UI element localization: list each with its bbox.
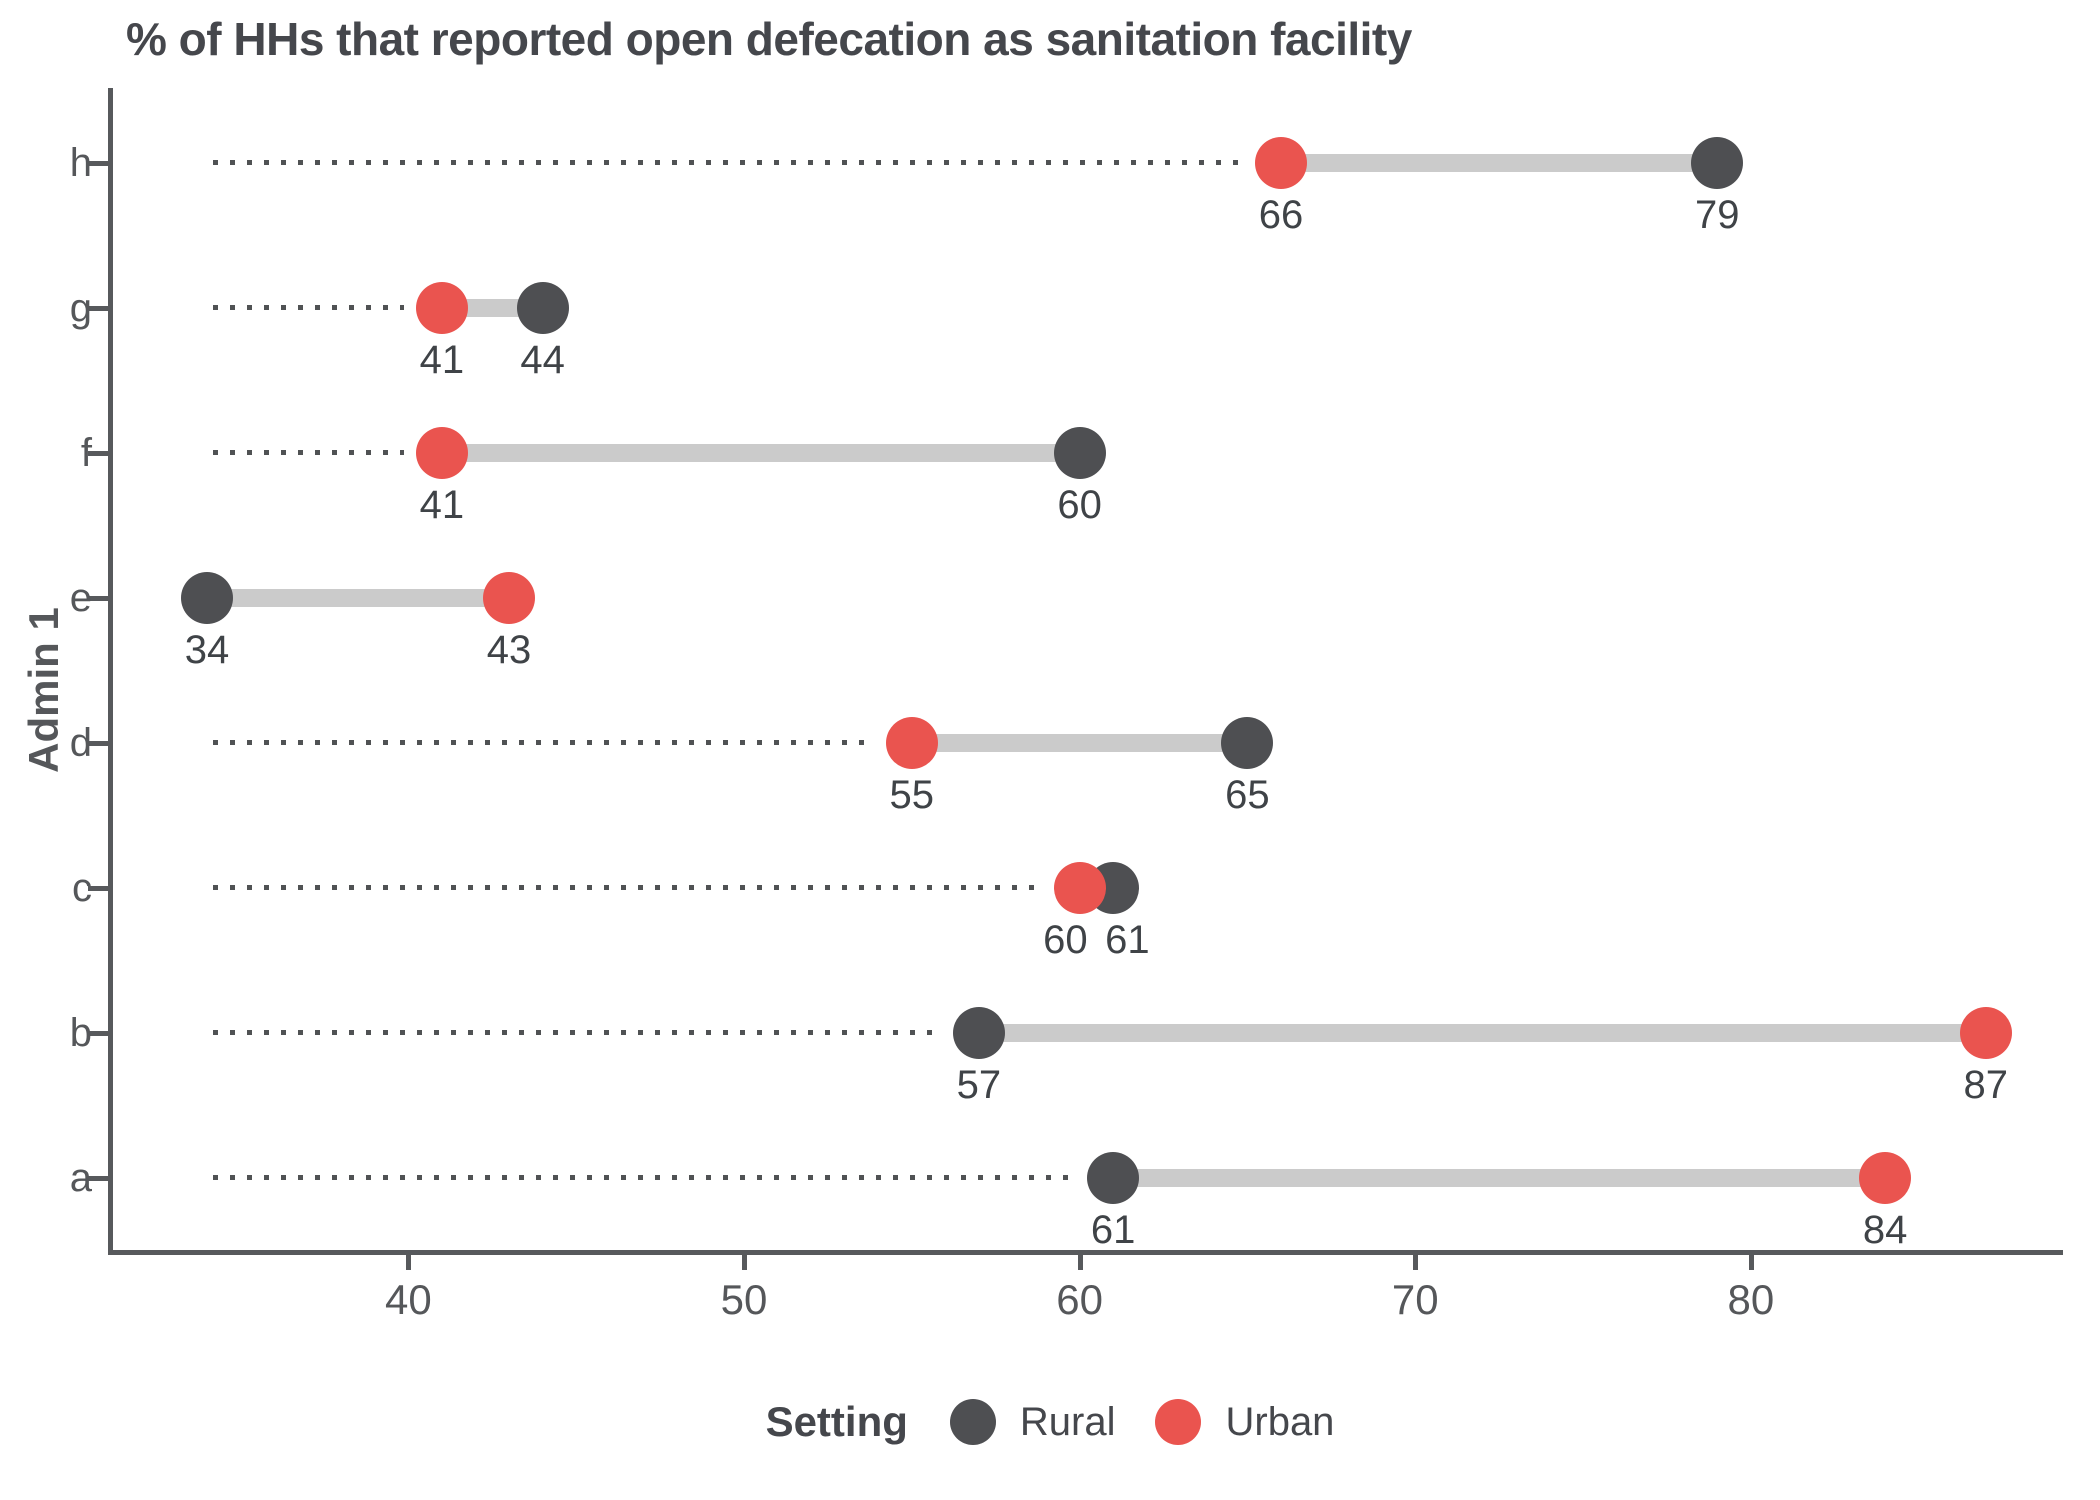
- x-tick-label: 70: [1391, 1276, 1439, 1323]
- y-axis-category-label: c: [72, 866, 92, 910]
- value-label-urban-e: 43: [486, 628, 532, 672]
- y-tick: [88, 1176, 108, 1181]
- y-tick: [88, 596, 108, 601]
- legend-title: Setting: [765, 1398, 908, 1445]
- value-label-rural-g: 44: [520, 338, 565, 382]
- connector-bar: [978, 1024, 1986, 1042]
- legend: Setting Rural Urban: [0, 1390, 2100, 1454]
- legend-label-rural: Rural: [1019, 1399, 1116, 1444]
- dot-rural-h: [1691, 137, 1744, 189]
- x-tick-label: 80: [1727, 1276, 1775, 1323]
- value-label-rural-f: 60: [1057, 483, 1102, 527]
- leader-line: [213, 305, 404, 310]
- connector-bar: [441, 444, 1080, 462]
- dot-urban-e: [483, 572, 536, 624]
- dot-urban-c: [1053, 862, 1106, 914]
- value-label-urban-d: 55: [889, 773, 935, 817]
- leader-line: [213, 740, 874, 745]
- dot-rural-f: [1053, 427, 1106, 479]
- x-tick: [1077, 1250, 1083, 1270]
- x-tick-label: 50: [720, 1276, 768, 1323]
- connector-bar: [1113, 1169, 1886, 1187]
- x-tick: [1748, 1250, 1754, 1270]
- value-label-urban-h: 66: [1258, 193, 1304, 237]
- value-label-urban-f: 41: [419, 483, 465, 527]
- legend-swatch-urban: [1155, 1399, 1202, 1445]
- legend-items: Rural Urban: [949, 1399, 1334, 1445]
- leader-line: [213, 885, 1042, 890]
- x-tick: [1413, 1250, 1419, 1270]
- dot-urban-g: [415, 282, 468, 334]
- leader-line: [213, 160, 1243, 165]
- y-axis-category-label: b: [69, 1011, 92, 1055]
- connector-bar: [206, 589, 510, 607]
- dot-rural-e: [180, 572, 233, 624]
- dot-rural-g: [516, 282, 569, 334]
- y-tick: [88, 886, 108, 891]
- y-axis-line: [108, 88, 113, 1255]
- legend-swatch-rural: [949, 1399, 996, 1445]
- value-label-rural-h: 79: [1695, 193, 1740, 237]
- x-tick: [741, 1250, 747, 1270]
- y-tick: [88, 161, 108, 166]
- legend-label-urban: Urban: [1225, 1399, 1335, 1444]
- dot-urban-f: [415, 427, 468, 479]
- leader-line: [213, 450, 404, 455]
- dot-urban-d: [885, 717, 938, 769]
- leader-line: [213, 1030, 941, 1035]
- dot-urban-a: [1859, 1152, 1912, 1204]
- value-label-urban-a: 84: [1862, 1208, 1908, 1252]
- dot-rural-d: [1221, 717, 1274, 769]
- y-axis-category-label: a: [69, 1156, 92, 1200]
- value-label-rural-d: 65: [1225, 773, 1270, 817]
- x-tick-label: 60: [1056, 1276, 1103, 1323]
- y-tick: [88, 741, 108, 746]
- value-label-urban-b: 87: [1963, 1063, 2009, 1107]
- y-axis-category-label: h: [69, 141, 92, 185]
- dot-urban-h: [1254, 137, 1307, 189]
- x-tick: [406, 1250, 412, 1270]
- y-tick: [88, 306, 108, 311]
- y-axis-category-label: g: [69, 286, 92, 330]
- y-axis-category-label: f: [80, 431, 92, 475]
- value-label-rural-b: 57: [956, 1063, 1002, 1107]
- x-tick-label: 40: [384, 1276, 432, 1323]
- legend-item-urban: Urban: [1155, 1399, 1334, 1445]
- value-label-urban-c: 60: [1043, 918, 1088, 962]
- dot-rural-a: [1087, 1152, 1140, 1204]
- value-label-urban-g: 41: [419, 338, 465, 382]
- dot-rural-b: [952, 1007, 1005, 1059]
- connector-bar: [1280, 154, 1718, 172]
- y-tick: [88, 451, 108, 456]
- legend-item-rural: Rural: [949, 1399, 1116, 1445]
- value-label-rural-e: 34: [184, 628, 230, 672]
- y-axis-category-label: d: [69, 721, 92, 765]
- value-label-rural-c: 61: [1105, 918, 1150, 962]
- chart-title: % of HHs that reported open defecation a…: [126, 13, 1412, 65]
- dot-urban-b: [1959, 1007, 2012, 1059]
- value-label-rural-a: 61: [1090, 1208, 1136, 1252]
- x-axis-line: [108, 1250, 2063, 1255]
- y-tick: [88, 1031, 108, 1036]
- y-axis-category-label: e: [69, 576, 92, 620]
- leader-line: [213, 1175, 1076, 1180]
- connector-bar: [911, 734, 1248, 752]
